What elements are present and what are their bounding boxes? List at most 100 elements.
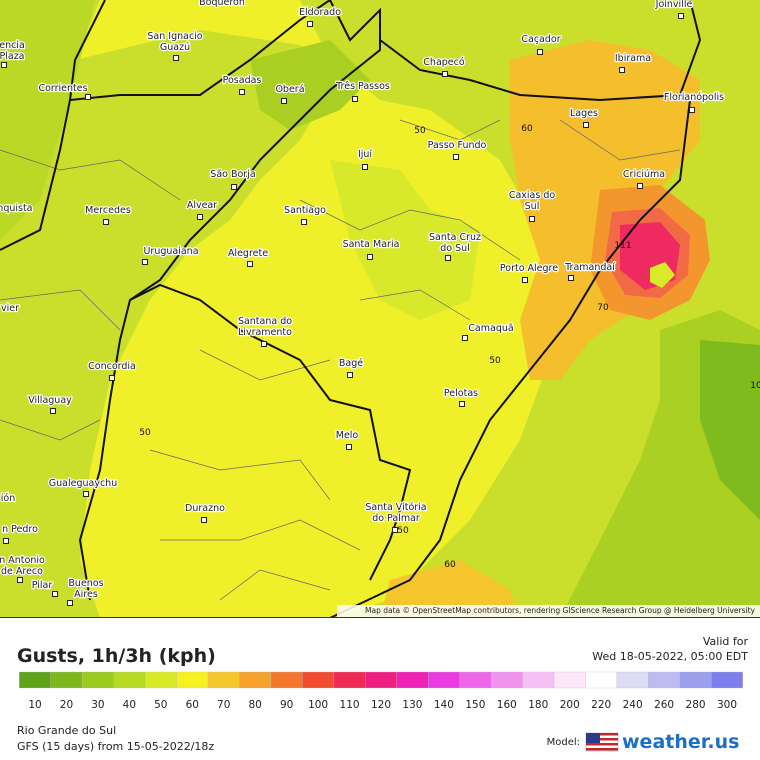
scale-swatch: [679, 671, 712, 689]
map: Boqueron Eldorado Joinville San IgnacioGuaz…: [0, 0, 760, 618]
city-label: Sul: [525, 201, 540, 212]
city-marker: [231, 184, 237, 190]
scale-label: 220: [591, 699, 611, 711]
city-label: Eldorado: [299, 7, 341, 18]
city-marker: [637, 183, 643, 189]
city-marker: [67, 600, 73, 606]
scale-label: 100: [308, 699, 328, 711]
scale-label: 80: [248, 699, 261, 711]
city-marker: [239, 89, 245, 95]
green-patch: [330, 160, 480, 320]
city-label: Buenos: [68, 578, 103, 589]
city-label: São Borja: [210, 169, 255, 180]
scale-swatch: [459, 671, 492, 689]
city-marker: [678, 13, 684, 19]
scale-swatch: [176, 671, 209, 689]
scale-label: 40: [123, 699, 136, 711]
scale-swatch: [333, 671, 366, 689]
city-marker: [301, 219, 307, 225]
city-label: Alegrete: [228, 248, 268, 259]
scale-swatch: [302, 671, 334, 689]
city-marker: [442, 71, 448, 77]
city-label: Joinville: [655, 0, 693, 10]
scale-label: 280: [686, 699, 706, 711]
model-run: GFS (15 days) from 15-05-2022/18z: [17, 740, 214, 753]
calm-spot: [650, 262, 675, 288]
city-marker: [392, 527, 398, 533]
city-label: Bagé: [339, 358, 363, 369]
city-marker: [109, 375, 115, 381]
attribution-bg: [337, 605, 760, 618]
city-label: Villaguay: [28, 395, 72, 406]
city-marker: [537, 49, 543, 55]
city-marker: [173, 55, 179, 61]
valid-time: Wed 18-05-2022, 05:00 EDT: [592, 650, 748, 663]
brand: weather.us: [622, 731, 739, 753]
contour-label: 10: [750, 381, 760, 391]
city-marker: [362, 164, 368, 170]
city-label: Pelotas: [444, 388, 478, 399]
city-label: Caxias do: [509, 190, 556, 201]
scale-label: 200: [560, 699, 580, 711]
city-marker: [261, 341, 267, 347]
city-label: Florianópolis: [664, 92, 724, 103]
scale-label: 160: [497, 699, 517, 711]
city-label: Santa Vitória: [365, 502, 426, 513]
city-label: Oberá: [275, 84, 304, 95]
scale-label: 20: [60, 699, 73, 711]
city-label: Concordia: [88, 361, 136, 372]
ocean-green: [700, 340, 760, 520]
city-marker: [619, 67, 625, 73]
city-label: vier: [1, 303, 19, 314]
city-label: Livramento: [238, 327, 292, 338]
region: Rio Grande do Sul: [17, 724, 116, 737]
city-marker: [367, 254, 373, 260]
scale-arrow: [726, 671, 744, 689]
city-label: Santa Cruz: [429, 232, 481, 243]
city-marker: [568, 275, 574, 281]
contour-label: 70: [597, 303, 609, 313]
scale-swatch: [82, 671, 114, 689]
scale-swatch: [19, 671, 51, 689]
city-marker: [52, 591, 58, 597]
scale-label: 260: [654, 699, 674, 711]
city-label: Mercedes: [85, 205, 131, 216]
city-marker: [459, 401, 465, 407]
city-marker: [85, 94, 91, 100]
scale-label: 30: [91, 699, 104, 711]
model-label: Model:: [547, 737, 580, 748]
city-label: Melo: [336, 430, 359, 441]
city-marker: [1, 62, 7, 68]
city-label: onquista: [0, 203, 33, 214]
contour-label: 60: [444, 560, 456, 570]
city-marker: [50, 408, 56, 414]
city-marker: [83, 491, 89, 497]
scale-label: 10: [28, 699, 41, 711]
city-marker: [445, 255, 451, 261]
city-label: n Antonio: [0, 555, 45, 566]
city-label: Durazno: [185, 503, 225, 514]
scale-swatch: [396, 671, 429, 689]
scale-swatch: [648, 671, 680, 689]
city-label: Porto Alegre: [500, 263, 558, 274]
city-marker: [583, 122, 589, 128]
contour-label: 60: [521, 124, 533, 134]
scale-label: 50: [154, 699, 167, 711]
scale-swatch: [365, 671, 397, 689]
city-label: Criciúma: [623, 169, 665, 180]
contour-label: 50: [397, 526, 409, 536]
scale-label: 240: [623, 699, 643, 711]
flag: [585, 732, 619, 752]
city-marker: [281, 98, 287, 104]
contour-label: 50: [139, 428, 151, 438]
city-label: Boqueron: [199, 0, 245, 8]
contour-label: 50: [489, 356, 501, 366]
scale-swatch: [553, 671, 586, 689]
city-marker: [247, 261, 253, 267]
city-label: Gualeguaychu: [49, 478, 117, 489]
city-marker: [522, 277, 528, 283]
city-label: Ijuí: [358, 149, 372, 160]
city-marker: [462, 335, 468, 341]
scale-label: 140: [434, 699, 454, 711]
